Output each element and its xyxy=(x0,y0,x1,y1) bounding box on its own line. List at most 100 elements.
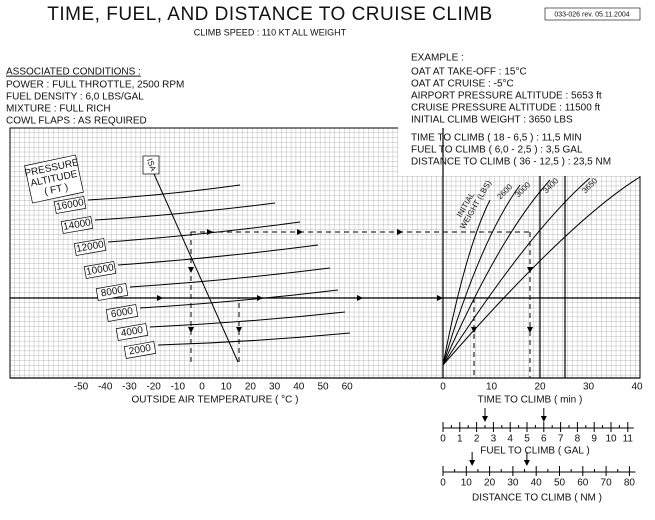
weight-curve xyxy=(442,179,551,366)
scale-tick-label: 70 xyxy=(601,478,613,489)
time-tick-label: 30 xyxy=(583,382,595,393)
distance-scale-title: DISTANCE TO CLIMB ( NM ) xyxy=(472,493,602,504)
weight-curve xyxy=(442,184,521,366)
altitude-label: 12000 xyxy=(75,239,105,255)
altitude-box xyxy=(115,323,149,341)
oat-tick-label: -30 xyxy=(122,382,137,393)
revision-box xyxy=(544,7,641,21)
pressure-box xyxy=(24,154,84,204)
altitude-line xyxy=(149,311,346,328)
scale-tick-label: 20 xyxy=(484,478,496,489)
title: TIME, FUEL, AND DISTANCE TO CRUISE CLIMB xyxy=(47,4,492,25)
scale-tick-label: 80 xyxy=(624,478,636,489)
arrow xyxy=(188,267,194,273)
altitude-box xyxy=(60,216,94,234)
scale-tick-label: 50 xyxy=(554,478,566,489)
arrow xyxy=(397,229,403,235)
altitude-box xyxy=(95,283,129,301)
arrow xyxy=(357,295,363,301)
scale-tick-label: 5 xyxy=(524,434,530,445)
arrow xyxy=(527,327,533,333)
example-line: AIRPORT PRESSURE ALTITUDE : 5653 ft xyxy=(411,91,602,102)
result-line: FUEL TO CLIMB ( 6,0 - 2,5 ) : 3,5 GAL xyxy=(411,145,583,156)
scale-tick-label: 30 xyxy=(507,478,519,489)
time-axis-title: TIME TO CLIMB ( min ) xyxy=(478,395,583,406)
oat-tick-label: 0 xyxy=(199,382,205,393)
altitude-label: 6000 xyxy=(110,306,134,321)
altitude-line xyxy=(129,267,331,288)
altitude-line xyxy=(157,332,351,346)
altitude-label: 10000 xyxy=(85,262,115,278)
arrow xyxy=(297,229,303,235)
scale-tick-label: 6 xyxy=(541,434,547,445)
altitude-box xyxy=(83,261,117,279)
altitude-line xyxy=(117,244,319,266)
scale-tick-label: 10 xyxy=(461,478,473,489)
arrow xyxy=(257,295,263,301)
example-line: INITIAL CLIMB WEIGHT : 3650 LBS xyxy=(411,115,573,126)
arrow xyxy=(157,295,163,301)
scale-tick-label: 1 xyxy=(457,434,463,445)
fuel-scale-title: FUEL TO CLIMB ( GAL ) xyxy=(480,446,589,457)
scale-tick-label: 10 xyxy=(605,434,617,445)
scale-tick-label: 2 xyxy=(474,434,480,445)
major-lines xyxy=(10,128,640,379)
scale-tick-label: 7 xyxy=(558,434,564,445)
altitude-label: 16000 xyxy=(55,197,85,213)
condition-line: COWL FLAPS : AS REQUIRED xyxy=(6,116,147,127)
altitude-box xyxy=(123,341,157,359)
oat-tick-label: 20 xyxy=(245,382,257,393)
condition-line: MIXTURE : FULL RICH xyxy=(6,104,111,115)
isa-label: ISA xyxy=(145,157,158,173)
arrow xyxy=(527,267,533,273)
example-box xyxy=(398,44,648,176)
scale-tick-label: 60 xyxy=(577,478,589,489)
altitude-box xyxy=(73,238,107,256)
time-tick-label: 0 xyxy=(440,382,446,393)
revision: 033-026 rev. 05.11.2004 xyxy=(554,11,629,18)
scale-tick-label: 9 xyxy=(591,434,597,445)
pressure-label: ( FT ) xyxy=(43,182,69,198)
scale-tick-label: 8 xyxy=(575,434,581,445)
scale-tick-label: 11 xyxy=(623,434,634,445)
scale-tick-label: 0 xyxy=(440,478,446,489)
arrow xyxy=(437,295,443,301)
oat-tick-label: -40 xyxy=(98,382,113,393)
altitude-label: 2000 xyxy=(128,343,152,358)
oat-tick-label: 60 xyxy=(342,382,354,393)
oat-tick-label: 30 xyxy=(269,382,281,393)
result-line: DISTANCE TO CLIMB ( 36 - 12,5 ) : 23,5 N… xyxy=(411,157,611,168)
oat-tick-label: -10 xyxy=(171,382,186,393)
condition-line: FUEL DENSITY : 6,0 LBS/GAL xyxy=(6,92,144,103)
altitude-line xyxy=(107,221,301,243)
altitude-label: 14000 xyxy=(62,217,92,233)
isa-box xyxy=(142,155,160,175)
time-tick-label: 20 xyxy=(534,382,546,393)
altitude-label: 8000 xyxy=(100,285,124,300)
arrow xyxy=(207,229,213,235)
scale-tick-label: 0 xyxy=(440,434,446,445)
time-tick-label: 10 xyxy=(486,382,498,393)
altitude-line xyxy=(87,184,241,201)
oat-tick-label: 50 xyxy=(317,382,329,393)
altitude-label: 4000 xyxy=(120,325,144,340)
altitude-line xyxy=(139,289,339,309)
example-line: OAT AT TAKE-OFF : 15°C xyxy=(411,67,527,78)
oat-tick-label: -50 xyxy=(74,382,89,393)
result-line: TIME TO CLIMB ( 18 - 6,5 ) : 11,5 MIN xyxy=(411,133,582,144)
altitude-line xyxy=(94,202,276,221)
altitude-box xyxy=(53,196,87,214)
weight-curve xyxy=(442,199,491,366)
oat-tick-label: 40 xyxy=(293,382,305,393)
arrow xyxy=(188,327,194,333)
example-line: OAT AT CRUISE : -5°C xyxy=(411,79,514,90)
oat-tick-label: -20 xyxy=(146,382,161,393)
example-heading: EXAMPLE : xyxy=(411,53,464,64)
weight-curve xyxy=(442,177,591,366)
time-tick-label: 40 xyxy=(631,382,643,393)
altitude-box xyxy=(105,304,139,322)
condition-line: POWER : FULL THROTTLE, 2500 RPM xyxy=(6,80,184,91)
subtitle: CLIMB SPEED : 110 KT ALL WEIGHT xyxy=(194,27,347,37)
oat-axis-title: OUTSIDE AIR TEMPERATURE ( °C ) xyxy=(132,395,299,406)
